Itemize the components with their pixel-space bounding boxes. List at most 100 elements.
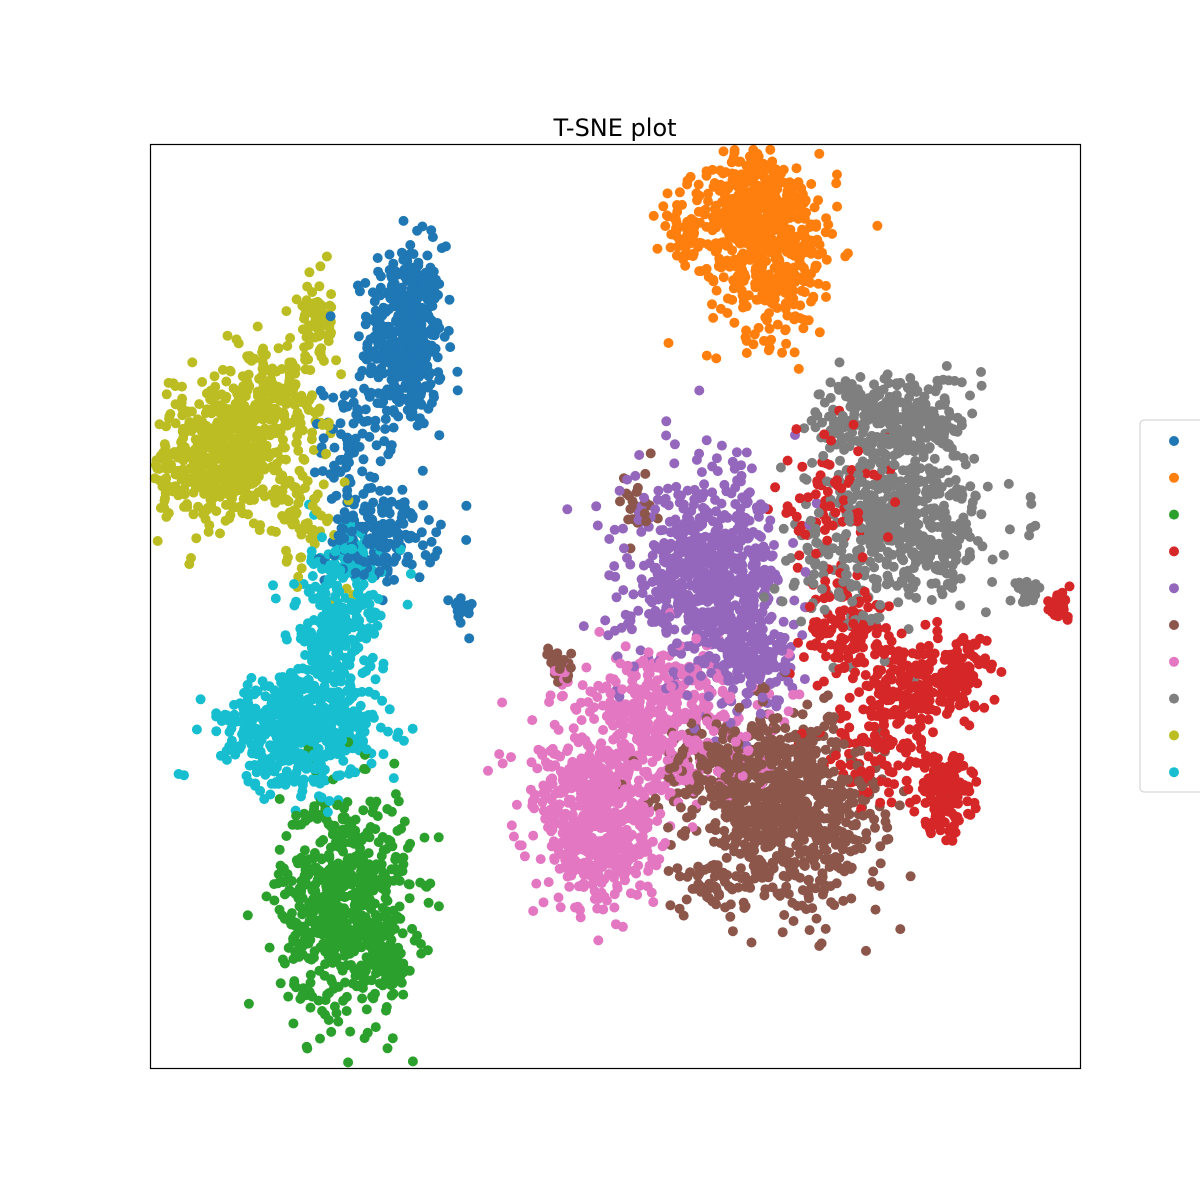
scatter-point — [250, 685, 261, 696]
scatter-point — [603, 630, 614, 641]
scatter-point — [508, 831, 519, 842]
scatter-point — [707, 299, 717, 310]
scatter-point — [382, 895, 393, 906]
scatter-point — [398, 989, 409, 1000]
scatter-point — [731, 871, 742, 882]
scatter-point — [697, 795, 708, 806]
scatter-points — [149, 144, 1075, 1068]
scatter-point — [920, 619, 931, 630]
scatter-point — [191, 724, 202, 735]
scatter-point — [347, 388, 358, 399]
scatter-point — [725, 911, 736, 922]
scatter-point — [966, 506, 977, 517]
scatter-point — [645, 448, 656, 459]
scatter-point — [377, 695, 388, 706]
scatter-point — [904, 589, 914, 600]
scatter-point — [326, 974, 336, 985]
scatter-point — [268, 580, 278, 591]
scatter-point — [832, 169, 842, 180]
scatter-point — [987, 577, 998, 587]
scatter-point — [289, 600, 300, 611]
scatter-point — [627, 676, 638, 686]
scatter-point — [727, 294, 738, 305]
scatter-point — [777, 347, 788, 358]
scatter-point — [221, 499, 232, 510]
scatter-point — [274, 794, 285, 804]
scatter-point — [720, 833, 731, 844]
scatter-point — [731, 447, 742, 458]
scatter-point — [370, 1022, 381, 1033]
scatter-point — [397, 484, 408, 495]
scatter-point — [371, 440, 382, 451]
scatter-point — [211, 711, 222, 722]
scatter-point — [865, 695, 876, 706]
scatter-point — [948, 450, 959, 461]
scatter-point — [721, 852, 732, 863]
scatter-point — [701, 435, 712, 446]
scatter-point — [193, 501, 204, 512]
scatter-point — [844, 692, 855, 703]
scatter-point — [831, 178, 842, 189]
scatter-point — [895, 924, 906, 935]
scatter-point — [326, 1026, 337, 1037]
scatter-point — [618, 523, 628, 534]
scatter-point — [419, 832, 430, 843]
scatter-point — [305, 533, 316, 544]
scatter-point — [426, 536, 437, 547]
scatter-point — [636, 526, 647, 537]
scatter-point — [261, 891, 272, 902]
scatter-point — [302, 281, 313, 292]
scatter-point — [719, 479, 730, 490]
scatter-point — [846, 893, 857, 904]
scatter-point — [726, 488, 737, 499]
scatter-point — [793, 637, 803, 648]
scatter-point — [764, 323, 775, 334]
scatter-point — [375, 282, 386, 293]
scatter-point — [281, 556, 292, 567]
scatter-point — [326, 289, 337, 300]
scatter-point — [340, 977, 350, 988]
scatter-point — [617, 921, 628, 932]
scatter-point — [716, 440, 727, 451]
scatter-point — [335, 418, 346, 429]
scatter-point — [331, 1008, 342, 1019]
scatter-point — [591, 501, 602, 512]
scatter-point — [383, 485, 393, 496]
scatter-point — [307, 656, 317, 666]
scatter-point — [844, 722, 855, 733]
scatter-point — [301, 1041, 312, 1052]
scatter-point — [535, 854, 546, 865]
scatter-point — [663, 338, 674, 348]
scatter-point — [571, 704, 582, 715]
scatter-point — [452, 366, 463, 377]
scatter-point — [806, 179, 817, 189]
scatter-point — [979, 702, 990, 713]
scatter-point — [788, 538, 799, 548]
scatter-point — [278, 877, 289, 888]
scatter-point — [241, 770, 252, 781]
scatter-point — [315, 385, 326, 396]
scatter-point — [741, 348, 752, 358]
scatter-point — [742, 496, 753, 507]
scatter-point — [875, 841, 886, 852]
scatter-point — [381, 1002, 392, 1012]
scatter-point — [679, 830, 690, 841]
scatter-point — [811, 498, 822, 509]
scatter-point — [965, 481, 976, 492]
scatter-point — [173, 769, 184, 779]
scatter-point — [789, 595, 800, 606]
scatter-point — [811, 913, 822, 924]
scatter-point — [797, 630, 808, 641]
scatter-point — [281, 634, 292, 645]
scatter-point — [802, 699, 813, 710]
scatter-point — [652, 675, 663, 686]
scatter-point — [838, 895, 849, 906]
scatter-point — [611, 592, 622, 603]
scatter-point — [362, 512, 373, 522]
scatter-point — [727, 245, 738, 256]
scatter-point — [528, 906, 539, 916]
scatter-point — [483, 765, 493, 776]
scatter-point — [343, 1057, 354, 1068]
scatter-point — [842, 248, 853, 259]
scatter-point — [387, 1033, 398, 1044]
